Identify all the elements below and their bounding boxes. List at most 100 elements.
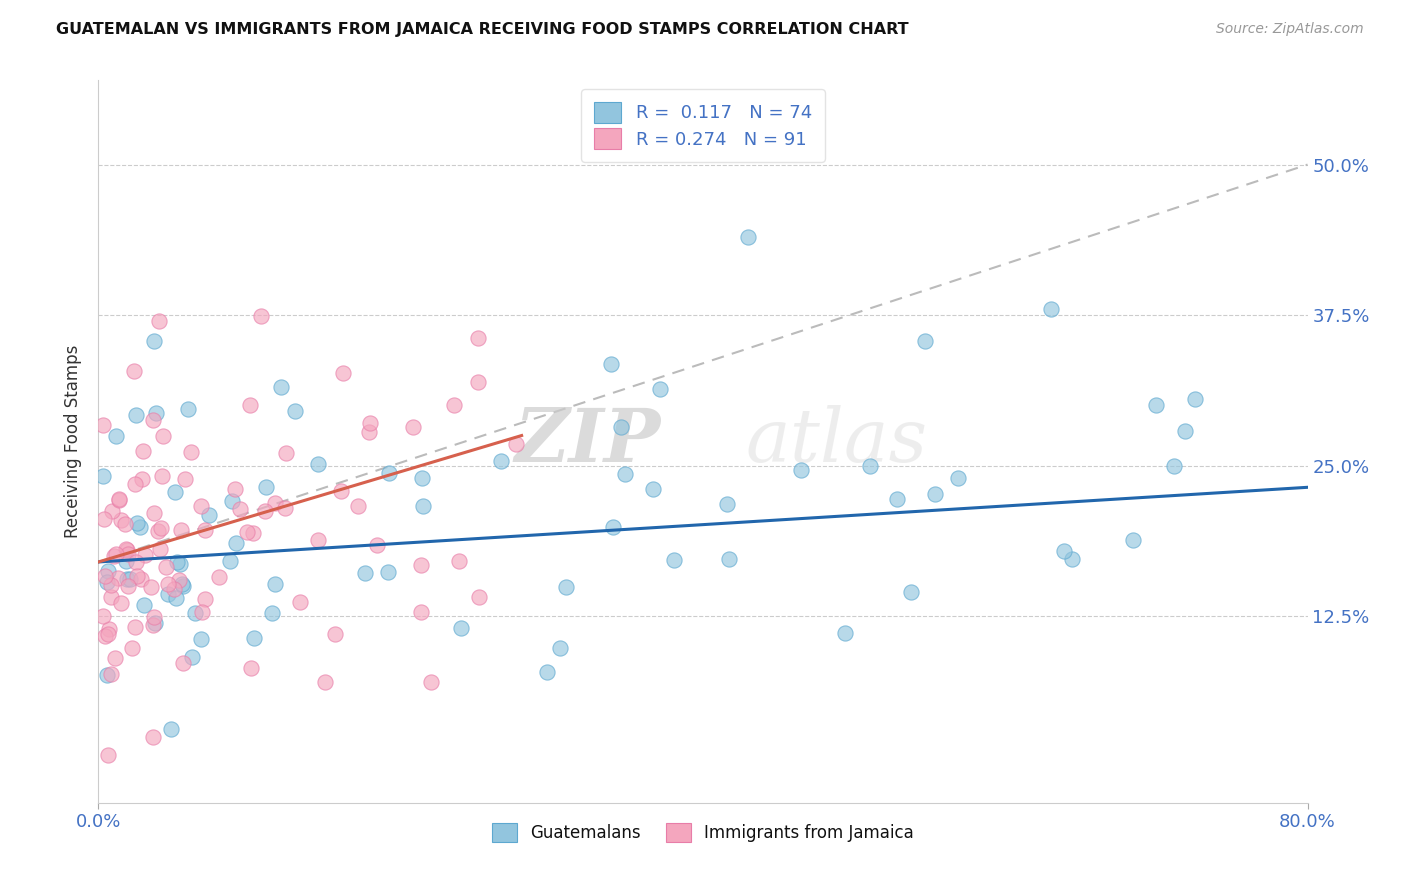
Point bbox=[260, 607, 283, 621]
Point bbox=[160, 722, 183, 736]
Point bbox=[110, 513, 132, 527]
Y-axis label: Receiving Food Stamps: Receiving Food Stamps bbox=[65, 345, 83, 538]
Point bbox=[127, 516, 149, 531]
Point bbox=[411, 558, 433, 572]
Point bbox=[107, 572, 129, 586]
Point bbox=[139, 580, 162, 594]
Point bbox=[145, 406, 167, 420]
Point bbox=[236, 524, 259, 539]
Point bbox=[132, 444, 155, 458]
Point bbox=[143, 616, 166, 631]
Point bbox=[124, 477, 146, 491]
Point bbox=[270, 379, 292, 393]
Point bbox=[1060, 552, 1083, 566]
Point bbox=[449, 554, 471, 568]
Point bbox=[239, 398, 262, 412]
Point bbox=[276, 445, 298, 459]
Point bbox=[409, 605, 432, 619]
Point bbox=[194, 523, 217, 537]
Point bbox=[886, 491, 908, 506]
Point bbox=[122, 364, 145, 378]
Text: Source: ZipAtlas.com: Source: ZipAtlas.com bbox=[1216, 22, 1364, 37]
Point bbox=[225, 535, 247, 549]
Point bbox=[359, 425, 381, 439]
Point bbox=[149, 521, 172, 535]
Point bbox=[332, 366, 354, 380]
Point bbox=[117, 572, 139, 586]
Point bbox=[858, 458, 880, 473]
Point bbox=[117, 547, 139, 561]
Point bbox=[181, 650, 204, 665]
Point bbox=[274, 500, 297, 515]
Point bbox=[253, 504, 276, 518]
Point bbox=[717, 552, 740, 566]
Point bbox=[914, 334, 936, 348]
Point bbox=[221, 493, 243, 508]
Point bbox=[240, 661, 263, 675]
Point bbox=[128, 520, 150, 534]
Point bbox=[150, 468, 173, 483]
Point bbox=[183, 606, 205, 620]
Point bbox=[264, 496, 287, 510]
Point bbox=[946, 471, 969, 485]
Point bbox=[548, 640, 571, 655]
Point bbox=[354, 566, 377, 580]
Point bbox=[243, 631, 266, 645]
Point bbox=[142, 413, 165, 427]
Point bbox=[602, 520, 624, 534]
Point bbox=[117, 579, 139, 593]
Point bbox=[132, 598, 155, 612]
Point bbox=[420, 675, 443, 690]
Point bbox=[198, 508, 221, 522]
Point bbox=[142, 618, 165, 632]
Point bbox=[1039, 301, 1062, 316]
Point bbox=[114, 517, 136, 532]
Point bbox=[401, 420, 423, 434]
Point bbox=[152, 429, 174, 443]
Text: ZIP: ZIP bbox=[515, 405, 661, 478]
Point bbox=[346, 499, 368, 513]
Point bbox=[190, 605, 212, 619]
Point bbox=[180, 445, 202, 459]
Point bbox=[1144, 398, 1167, 412]
Point bbox=[900, 584, 922, 599]
Point bbox=[93, 512, 115, 526]
Point bbox=[100, 591, 122, 605]
Point bbox=[97, 564, 120, 578]
Point bbox=[148, 524, 170, 538]
Point bbox=[101, 504, 124, 518]
Point bbox=[172, 577, 194, 591]
Point bbox=[97, 747, 120, 762]
Point bbox=[91, 468, 114, 483]
Point bbox=[149, 541, 172, 556]
Point bbox=[143, 506, 166, 520]
Point bbox=[467, 375, 489, 389]
Point bbox=[103, 549, 125, 563]
Point bbox=[115, 543, 138, 558]
Point bbox=[1122, 533, 1144, 548]
Point bbox=[125, 555, 148, 569]
Point bbox=[505, 437, 527, 451]
Point bbox=[142, 731, 165, 745]
Point bbox=[643, 482, 665, 496]
Point bbox=[120, 572, 142, 586]
Point bbox=[142, 334, 165, 348]
Point bbox=[134, 549, 156, 563]
Point bbox=[104, 548, 127, 562]
Point bbox=[129, 572, 152, 586]
Point bbox=[662, 553, 685, 567]
Point bbox=[172, 578, 194, 592]
Point bbox=[1053, 543, 1076, 558]
Point bbox=[412, 500, 434, 514]
Point bbox=[131, 472, 153, 486]
Point bbox=[443, 398, 465, 412]
Point bbox=[377, 566, 399, 580]
Point bbox=[143, 609, 166, 624]
Point bbox=[834, 626, 856, 640]
Point bbox=[115, 542, 138, 557]
Point bbox=[91, 609, 114, 624]
Point bbox=[108, 492, 131, 507]
Point bbox=[1174, 425, 1197, 439]
Point bbox=[94, 629, 117, 643]
Point bbox=[1163, 459, 1185, 474]
